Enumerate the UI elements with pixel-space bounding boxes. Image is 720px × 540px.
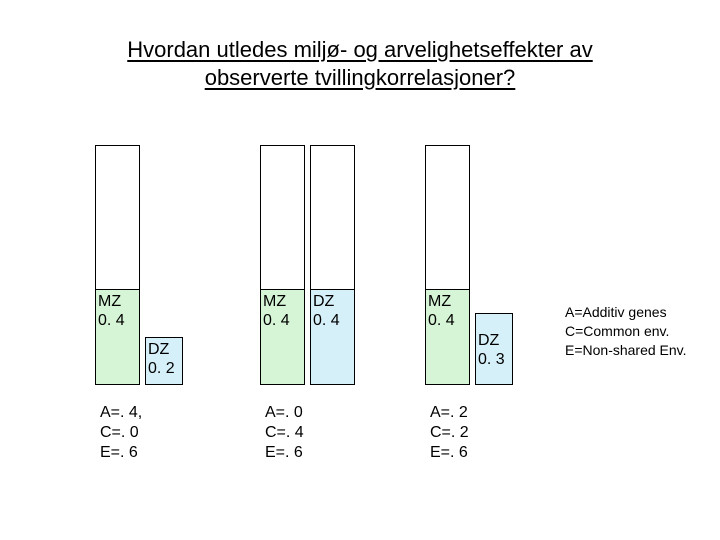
ace-annotation: A=. 0 C=. 4 E=. 6: [265, 403, 304, 463]
bar-group-3: MZ0. 4DZ0. 3A=. 2 C=. 2 E=. 6: [420, 145, 540, 385]
mz-bar-label: MZ0. 4: [428, 292, 455, 330]
bar-label-line: MZ: [263, 292, 290, 311]
bar-label-line: 0. 4: [428, 311, 455, 330]
bar-label-line: MZ: [98, 292, 125, 311]
bar-label-line: 0. 2: [148, 359, 175, 378]
bar-area: MZ0. 4 DZ0. 3: [420, 145, 540, 385]
ace-annotation: A=. 2 C=. 2 E=. 6: [430, 403, 469, 463]
bar-label-line: DZ: [478, 331, 505, 350]
legend-line: E=Non-shared Env.: [565, 341, 687, 360]
mz-bar-label: MZ0. 4: [98, 292, 125, 330]
bar-label-line: DZ: [313, 292, 340, 311]
dz-bar-label: DZ0. 3: [478, 331, 505, 369]
bar-label-line: 0. 4: [313, 311, 340, 330]
bar-label-line: 0. 4: [98, 311, 125, 330]
title-line-2: observerte tvillingkorrelasjoner?: [205, 65, 516, 90]
bar-group-1: MZ0. 4DZ0. 2A=. 4, C=. 0 E=. 6: [90, 145, 210, 385]
legend: A=Additiv genesC=Common env.E=Non-shared…: [565, 303, 687, 360]
slide: Hvordan utledes miljø- og arvelighetseff…: [0, 0, 720, 540]
slide-title: Hvordan utledes miljø- og arvelighetseff…: [0, 36, 720, 91]
legend-line: C=Common env.: [565, 322, 687, 341]
bar-label-line: 0. 3: [478, 350, 505, 369]
bar-group-2: MZ0. 4DZ0. 4A=. 0 C=. 4 E=. 6: [255, 145, 375, 385]
bar-area: MZ0. 4DZ0. 4: [255, 145, 375, 385]
bar-label-line: MZ: [428, 292, 455, 311]
title-line-1: Hvordan utledes miljø- og arvelighetseff…: [127, 37, 592, 62]
mz-bar-label: MZ0. 4: [263, 292, 290, 330]
bar-groups-container: MZ0. 4DZ0. 2A=. 4, C=. 0 E=. 6MZ0. 4DZ0.…: [80, 145, 640, 485]
ace-annotation: A=. 4, C=. 0 E=. 6: [100, 403, 142, 463]
legend-line: A=Additiv genes: [565, 303, 687, 322]
bar-area: MZ0. 4 DZ0. 2: [90, 145, 210, 385]
bar-label-line: 0. 4: [263, 311, 290, 330]
dz-bar-label: DZ0. 2: [148, 340, 175, 378]
dz-bar-label: DZ0. 4: [313, 292, 340, 330]
bar-label-line: DZ: [148, 340, 175, 359]
